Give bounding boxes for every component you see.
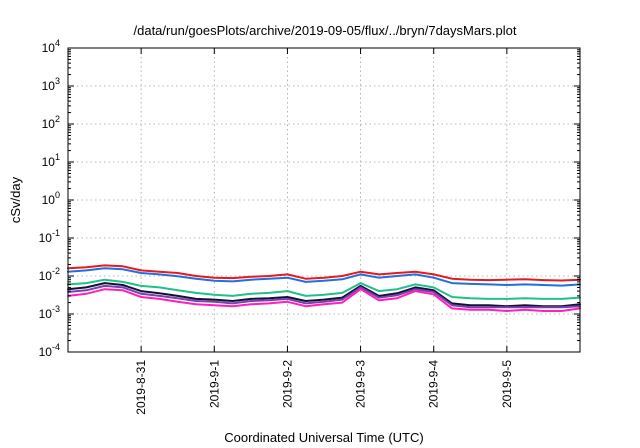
y-tick-label: 10-3 xyxy=(39,304,60,321)
x-tick-label: 2019-9-4 xyxy=(427,360,441,408)
series-group xyxy=(67,264,581,312)
series-line-6 xyxy=(67,288,581,312)
y-tick-label: 101 xyxy=(42,152,60,169)
series-line-4 xyxy=(67,282,581,308)
x-tick-label: 2019-9-2 xyxy=(280,360,294,408)
series-line-2 xyxy=(67,267,581,287)
series-line-5 xyxy=(67,284,581,309)
x-tick-label: 2019-9-5 xyxy=(500,360,514,408)
x-tick-label: 2019-8-31 xyxy=(134,360,148,415)
x-axis: 2019-8-31 2019-9-1 2019-9-2 2019-9-3 2019-9-… xyxy=(134,48,514,415)
y-axis-label: cSv/day xyxy=(8,176,23,223)
x-axis-label: Coordinated Universal Time (UTC) xyxy=(224,430,423,445)
y-tick-label: 104 xyxy=(42,38,60,55)
chart-title: /data/run/goesPlots/archive/2019-09-05/f… xyxy=(134,23,517,38)
y-tick-label: 102 xyxy=(42,114,60,131)
y-tick-label: 10-4 xyxy=(39,342,60,359)
y-tick-label: 10-2 xyxy=(39,266,60,283)
series-line-1 xyxy=(67,264,581,282)
y-tick-label: 10-1 xyxy=(39,228,60,245)
x-tick-label: 2019-9-3 xyxy=(354,360,368,408)
series-line-3 xyxy=(67,278,581,300)
y-axis: 10-4 10-3 10-2 10-1 100 101 102 103 104 xyxy=(39,38,580,359)
y-tick-label: 103 xyxy=(42,76,60,93)
x-tick-label: 2019-9-1 xyxy=(207,360,221,408)
y-tick-label: 100 xyxy=(42,190,60,207)
